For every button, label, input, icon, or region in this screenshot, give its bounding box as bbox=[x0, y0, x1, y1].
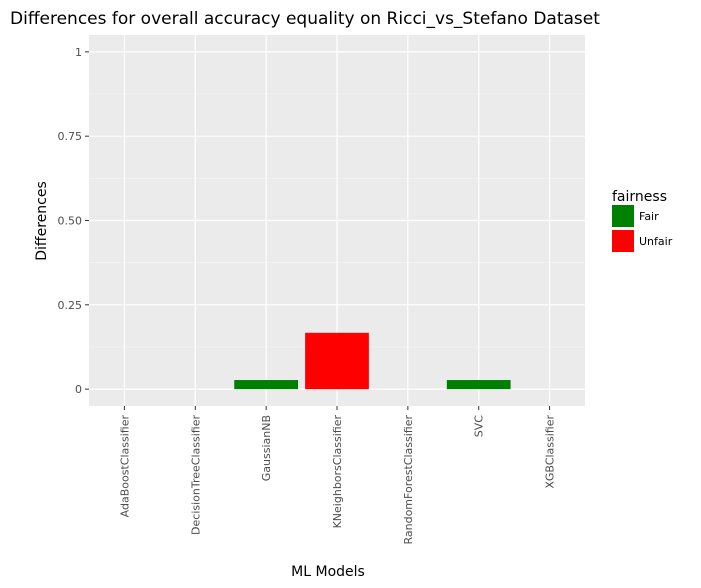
legend-label-unfair: Unfair bbox=[639, 235, 673, 248]
bars bbox=[234, 332, 511, 390]
legend-title: fairness bbox=[612, 189, 667, 205]
x-tick-label: GaussianNB bbox=[260, 415, 273, 481]
x-tick-label: RandomForestClassifier bbox=[402, 415, 415, 545]
bar-GaussianNB bbox=[234, 380, 299, 390]
x-axis-label: ML Models bbox=[291, 564, 365, 580]
x-axis-ticks: AdaBoostClassifier DecisionTreeClassifier… bbox=[118, 406, 557, 545]
x-tick-label: XGBClassifier bbox=[544, 415, 557, 489]
bar-KNeighborsClassifier bbox=[305, 332, 369, 390]
legend-swatch-unfair bbox=[612, 230, 634, 252]
y-tick-label: 0.50 bbox=[58, 215, 83, 228]
y-axis-label: Differences bbox=[34, 181, 50, 260]
y-tick-label: 1 bbox=[75, 46, 82, 59]
legend-swatch-fair bbox=[612, 205, 634, 227]
y-axis-ticks: 0 0.25 0.50 0.75 1 bbox=[58, 46, 89, 396]
y-tick-label: 0 bbox=[75, 383, 82, 396]
chart-title: Differences for overall accuracy equalit… bbox=[10, 9, 600, 29]
bar-SVC bbox=[446, 380, 511, 390]
y-tick-label: 0.25 bbox=[58, 299, 83, 312]
x-tick-label: DecisionTreeClassifier bbox=[189, 415, 202, 535]
grid-lines bbox=[89, 35, 585, 406]
x-tick-label: AdaBoostClassifier bbox=[118, 415, 131, 518]
x-tick-label: SVC bbox=[473, 415, 486, 438]
x-tick-label: KNeighborsClassifier bbox=[331, 415, 344, 529]
legend: fairness Fair Unfair bbox=[612, 189, 673, 252]
legend-label-fair: Fair bbox=[639, 210, 659, 223]
y-tick-label: 0.75 bbox=[58, 130, 83, 143]
